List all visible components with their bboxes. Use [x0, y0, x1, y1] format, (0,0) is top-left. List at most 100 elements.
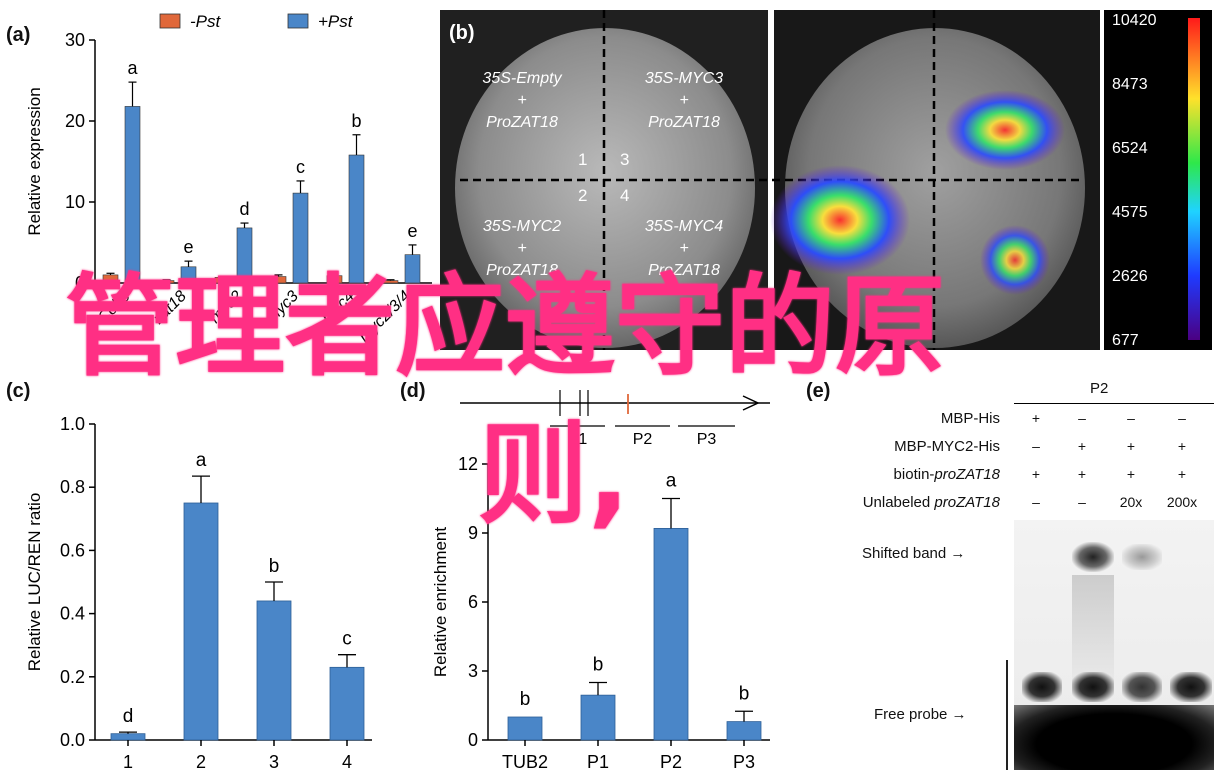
emsa-row-value: –	[1078, 410, 1086, 426]
quadrant-label: +	[517, 240, 527, 257]
bar	[326, 275, 343, 284]
free-probe-bracket	[1006, 660, 1008, 770]
bar	[382, 280, 399, 284]
emsa-row-label: MBP-MYC2-His	[894, 438, 1000, 455]
y-tick-label: 0	[75, 273, 85, 293]
y-tick-label: 0.0	[60, 730, 85, 750]
y-tick-label: 1.0	[60, 414, 85, 434]
y-axis-label: Relative enrichment	[431, 527, 450, 678]
emsa-row-value: +	[1126, 466, 1136, 482]
quadrant-label: 35S-MYC4	[644, 218, 724, 235]
quadrant-label: 35S-MYC2	[482, 218, 562, 235]
y-tick-label: 10	[65, 192, 85, 212]
bar	[653, 527, 689, 741]
bar	[158, 280, 175, 284]
emsa-row-value: –	[1127, 410, 1135, 426]
leaf-left	[455, 28, 755, 348]
y-tick-label: 0.8	[60, 477, 85, 497]
y-tick-label: 6	[468, 592, 478, 612]
gel-bottom-dye-front	[1014, 705, 1214, 770]
significance-letter: c	[342, 629, 352, 650]
legend-label: +Pst	[318, 12, 354, 31]
significance-letter: a	[196, 450, 207, 471]
significance-letter: a	[666, 471, 677, 492]
emsa-row-value: 200x	[1166, 494, 1198, 510]
significance-letter: c	[296, 157, 305, 177]
free-probe-lane3	[1122, 672, 1162, 702]
y-tick-label: 0	[468, 730, 478, 750]
emsa-row-value: +	[1177, 438, 1187, 454]
significance-letter: b	[593, 655, 604, 676]
bar	[404, 254, 421, 284]
y-tick-label: 0.2	[60, 667, 85, 687]
quadrant-label: 35S-MYC3	[644, 70, 724, 87]
significance-letter: b	[739, 683, 750, 704]
bar	[124, 106, 141, 284]
x-tick-label: P1	[587, 752, 609, 772]
emsa-row-value: +	[1031, 466, 1041, 482]
significance-letter: d	[239, 199, 249, 219]
significance-letter: b	[351, 111, 361, 131]
bar	[329, 666, 365, 741]
y-axis-label: Relative LUC/REN ratio	[25, 493, 44, 672]
bar	[726, 721, 762, 741]
bar	[110, 733, 146, 741]
x-tick-label: P3	[733, 752, 755, 772]
emsa-row-value: +	[1077, 466, 1087, 482]
shifted-band-lane2	[1072, 542, 1114, 572]
quadrant-label: ProZAT18	[486, 262, 558, 279]
quadrant-label: +	[679, 240, 689, 257]
bar	[580, 694, 616, 741]
x-tick-label: zat18	[149, 288, 189, 328]
scale-label: 6524	[1112, 140, 1148, 157]
quadrant-number: 2	[578, 186, 588, 205]
shifted-band-label: Shifted band →	[862, 545, 966, 562]
significance-letter: d	[123, 706, 134, 727]
significance-letter: e	[407, 221, 417, 241]
smear-lane2	[1072, 575, 1114, 685]
panel-a-label: (a)	[6, 24, 31, 46]
quadrant-label: ProZAT18	[486, 114, 558, 131]
emsa-row-value: –	[1178, 410, 1186, 426]
quadrant-label: 35S-Empty	[482, 70, 562, 87]
bar	[270, 276, 287, 284]
free-probe-label: Free probe →	[874, 706, 967, 723]
y-tick-label: 9	[468, 523, 478, 543]
scale-label: 10420	[1112, 12, 1157, 29]
y-axis-label: Relative expression	[25, 87, 44, 235]
panel-c-label: (c)	[6, 380, 31, 402]
significance-letter: a	[127, 58, 138, 78]
amplicon-label: P2	[633, 431, 653, 448]
amplicon-label: P1	[568, 431, 588, 448]
y-tick-label: 20	[65, 111, 85, 131]
x-tick-label: 4	[342, 752, 352, 772]
y-tick-label: 12	[458, 454, 478, 474]
significance-letter: e	[183, 237, 193, 257]
free-probe-lane1	[1022, 672, 1062, 702]
color-scale-bar	[1188, 18, 1200, 340]
luciferase-signal-myc2	[770, 165, 910, 275]
emsa-gel	[1014, 520, 1214, 770]
free-probe-lane2	[1072, 672, 1114, 702]
luciferase-signal-myc3	[945, 90, 1065, 170]
quadrant-number: 4	[620, 186, 630, 205]
panel-c-chart: 0.0 0.2 0.4 0.6 0.8 1.0 Relative LUC/REN ratio…	[25, 414, 372, 772]
emsa-row-label: biotin-proZAT18	[893, 466, 1000, 483]
x-tick-label: 1	[123, 752, 133, 772]
panel-d-label: (d)	[400, 380, 426, 402]
panel-a-chart: 0 10 20 30 Relative expression -Pst +Pst a Col-0…	[25, 12, 432, 346]
luciferase-signal-myc4	[980, 225, 1050, 295]
x-tick-label: TUB2	[502, 752, 548, 772]
x-tick-label: 3	[269, 752, 279, 772]
scale-label: 8473	[1112, 76, 1148, 93]
tss-arrow	[742, 395, 760, 411]
emsa-row-value: +	[1177, 466, 1187, 482]
y-tick-label: 3	[468, 661, 478, 681]
bar	[102, 274, 119, 284]
emsa-row-value: +	[1077, 438, 1087, 454]
legend-swatch	[287, 13, 309, 29]
emsa-probe-label: P2	[1090, 380, 1109, 397]
bar	[256, 600, 292, 741]
panel-b-label: (b)	[449, 22, 475, 44]
x-tick-label: myc4	[319, 288, 358, 327]
